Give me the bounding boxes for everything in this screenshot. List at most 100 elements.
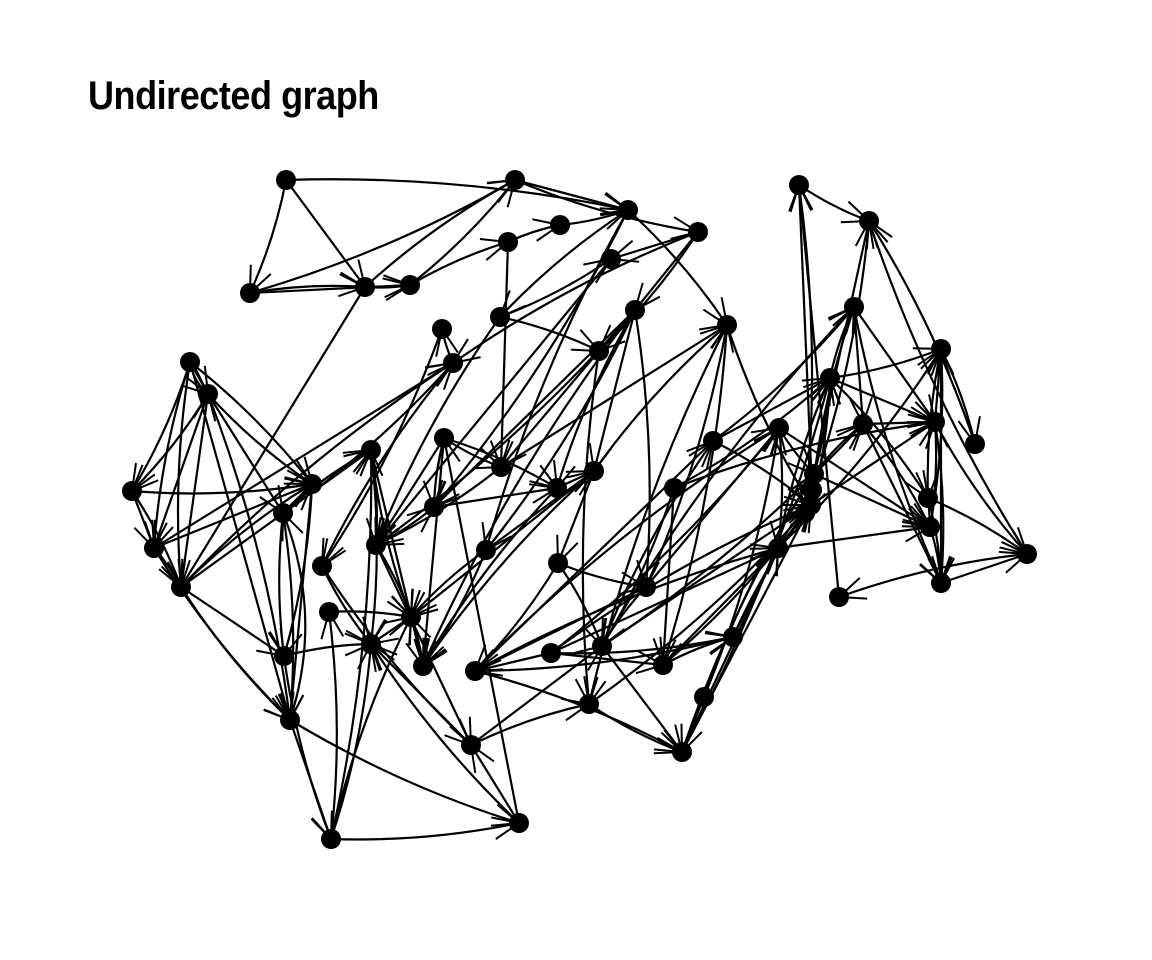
- graph-node: [274, 646, 294, 666]
- graph-node: [171, 577, 191, 597]
- graph-edge: [289, 719, 520, 825]
- graph-edge: [282, 655, 333, 840]
- graph-edge: [601, 423, 864, 647]
- graph-edge: [725, 324, 812, 506]
- graph-node: [918, 488, 938, 508]
- graph-edge: [673, 420, 936, 490]
- graph-edge: [330, 821, 520, 841]
- graph-edge: [152, 361, 192, 549]
- graph-edge: [550, 651, 664, 667]
- graph-edge: [207, 393, 284, 514]
- graph-node: [584, 461, 604, 481]
- graph-node: [319, 602, 339, 622]
- graph-edge: [712, 377, 831, 442]
- graph-edge: [470, 645, 603, 746]
- graph-node: [717, 315, 737, 335]
- graph-edge: [409, 240, 509, 286]
- graph-edge: [644, 324, 729, 588]
- graph-node: [432, 319, 452, 339]
- graph-node: [789, 175, 809, 195]
- graph-edge: [550, 503, 812, 654]
- graph-edge: [702, 427, 781, 698]
- graph-node: [424, 497, 444, 517]
- graph-node: [505, 170, 525, 190]
- graph-node: [491, 457, 511, 477]
- graph-edge: [852, 306, 943, 584]
- graph-edge: [281, 512, 295, 721]
- graph-edge: [452, 230, 699, 364]
- graph-node: [931, 573, 951, 593]
- graph-node: [273, 503, 293, 523]
- graph-edge: [327, 611, 338, 840]
- graph-node: [548, 553, 568, 573]
- graph-node: [859, 211, 879, 231]
- graph-edge: [588, 504, 812, 705]
- graph-node: [401, 607, 421, 627]
- graph-edge: [838, 552, 1028, 599]
- graph-edge: [328, 610, 412, 619]
- graph-edge: [661, 324, 729, 666]
- graph-edge: [249, 179, 516, 295]
- graph-edge: [248, 179, 288, 294]
- graph-edge: [470, 702, 590, 746]
- graph-node: [541, 643, 561, 663]
- graph-edge: [829, 377, 929, 499]
- graph-edge: [592, 309, 637, 472]
- graph-node: [965, 434, 985, 454]
- graph-node: [366, 535, 386, 555]
- graph-edge: [442, 437, 521, 824]
- graph-edge: [410, 549, 487, 618]
- graph-node: [302, 474, 322, 494]
- graph-edge: [550, 547, 779, 654]
- graph-edge: [409, 179, 516, 286]
- graph-node: [498, 232, 518, 252]
- graph-edge: [189, 361, 313, 485]
- graph-edge: [867, 220, 1028, 555]
- graph-edge: [288, 719, 333, 840]
- graph-edge: [433, 486, 558, 509]
- graph-edge: [329, 616, 412, 840]
- graph-node: [547, 478, 567, 498]
- graph-edge: [249, 283, 411, 295]
- graph-node: [509, 813, 529, 833]
- graph-node: [579, 694, 599, 714]
- graph-node: [804, 464, 824, 484]
- graph-node: [198, 384, 218, 404]
- graph-nodes: [122, 170, 1037, 849]
- graph-edge: [829, 347, 942, 380]
- graph-edge: [868, 220, 977, 445]
- graph-node: [723, 627, 743, 647]
- graph-node: [925, 412, 945, 432]
- graph-node: [625, 300, 645, 320]
- graph-edge: [285, 178, 629, 212]
- graph-node: [920, 517, 940, 537]
- graph-node: [844, 297, 864, 317]
- graph-node: [355, 277, 375, 297]
- graph-edge: [364, 179, 516, 288]
- graph-edge: [645, 427, 780, 588]
- graph-edge: [500, 350, 600, 468]
- graph-node: [672, 742, 692, 762]
- graph-node: [276, 170, 296, 190]
- graph-node: [802, 480, 822, 500]
- graph-edge: [152, 393, 210, 549]
- graph-edge: [777, 525, 931, 550]
- graph-node: [180, 352, 200, 372]
- graph-node: [768, 538, 788, 558]
- graph-node: [694, 687, 714, 707]
- graph-node: [413, 656, 433, 676]
- graph-node: [280, 710, 300, 730]
- graph-title: Undirected graph: [88, 74, 379, 118]
- graph-edge: [634, 231, 699, 311]
- graph-node: [592, 636, 612, 656]
- graph-edge: [422, 470, 595, 667]
- graph-edge: [474, 427, 780, 672]
- graph-edge: [499, 241, 510, 468]
- graph-edge: [514, 178, 699, 234]
- graph-node: [490, 307, 510, 327]
- graph-edge: [633, 309, 651, 588]
- graph-node: [829, 587, 849, 607]
- graph-node: [636, 577, 656, 597]
- graph-edge: [180, 586, 285, 657]
- graph-edge: [321, 362, 454, 567]
